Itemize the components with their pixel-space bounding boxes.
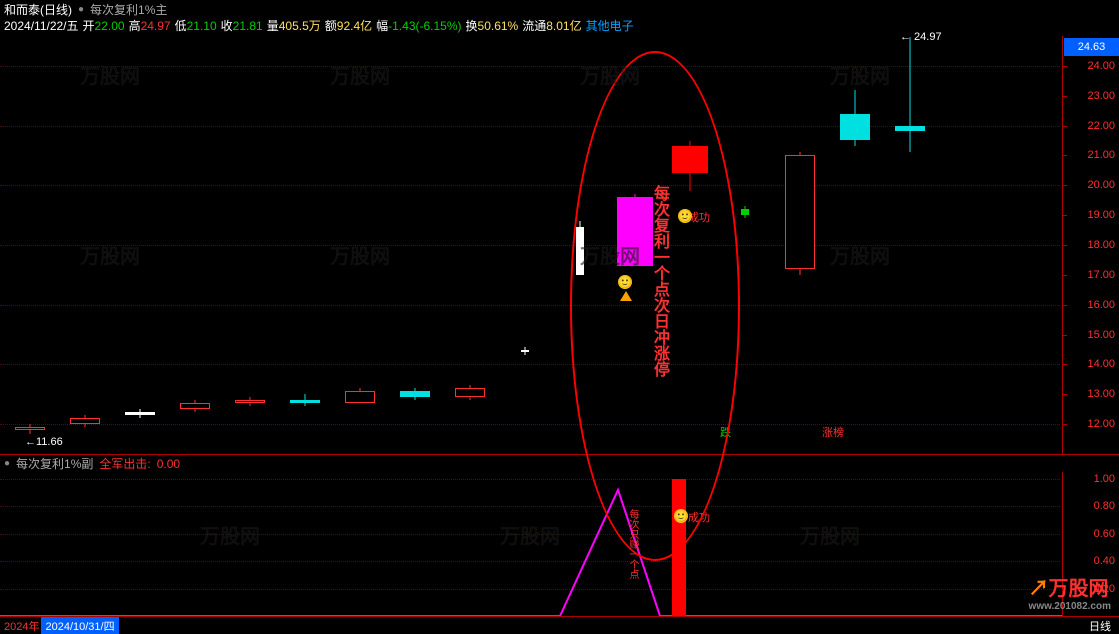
sub-indicator-header: ● 每次复利1%副 全军出击: 0.00 bbox=[0, 454, 1119, 472]
candle[interactable] bbox=[230, 36, 270, 454]
low-label: 低 bbox=[175, 19, 187, 33]
open-value: 22.00 bbox=[95, 19, 125, 33]
dot-icon: ● bbox=[4, 455, 10, 473]
header-row-2: 2024/11/22/五 开22.00 高24.97 低21.10 收21.81… bbox=[4, 18, 1115, 34]
close-label: 收 bbox=[221, 19, 233, 33]
y-tick-label: 18.00 bbox=[1087, 239, 1115, 251]
chart-container: 和而泰(日线) ● 每次复利1%主 2024/11/22/五 开22.00 高2… bbox=[0, 0, 1119, 634]
current-price-badge: 24.63 bbox=[1064, 38, 1119, 56]
sub-y-tick: 0.40 bbox=[1094, 555, 1115, 567]
candle[interactable] bbox=[450, 36, 490, 454]
time-date-badge: 2024/10/31/四 bbox=[41, 617, 118, 634]
candle[interactable] bbox=[395, 36, 435, 454]
logo-text: 万股网 bbox=[1049, 578, 1109, 600]
candle[interactable] bbox=[10, 36, 50, 454]
main-chart[interactable]: ←11.66← 24.97每次复利一个点次日冲涨停成功跌涨榜 bbox=[0, 36, 1062, 454]
sub-line bbox=[0, 472, 1062, 616]
header-date: 2024/11/22/五 bbox=[4, 18, 79, 34]
stock-title: 和而泰(日线) bbox=[4, 2, 72, 18]
float-value: 8.01亿 bbox=[546, 19, 581, 33]
turn-value: 50.61% bbox=[478, 19, 519, 33]
vol-label: 量 bbox=[267, 19, 279, 33]
open-label: 开 bbox=[83, 19, 95, 33]
float-label: 流通 bbox=[522, 19, 546, 33]
high-label: 高 bbox=[129, 19, 141, 33]
y-tick-label: 14.00 bbox=[1087, 358, 1115, 370]
header-row-1: 和而泰(日线) ● 每次复利1%主 bbox=[4, 2, 1115, 18]
time-axis: 2024年 2024/10/31/四 日线 bbox=[0, 616, 1119, 634]
turn-label: 换 bbox=[466, 19, 478, 33]
time-interval: 日线 bbox=[1089, 618, 1111, 634]
high-value: 24.97 bbox=[141, 19, 171, 33]
y-tick-label: 16.00 bbox=[1087, 299, 1115, 311]
candle[interactable] bbox=[780, 36, 820, 454]
sector-link[interactable]: 其他电子 bbox=[586, 18, 634, 34]
sub-indicator-name: 每次复利1%副 bbox=[16, 455, 93, 473]
sub-y-tick: 1.00 bbox=[1094, 473, 1115, 485]
candle[interactable] bbox=[285, 36, 325, 454]
logo-url: www.201082.com bbox=[1029, 601, 1111, 612]
candle[interactable] bbox=[340, 36, 380, 454]
low-price-marker: ←11.66 bbox=[25, 436, 63, 448]
indicator-name: 每次复利1%主 bbox=[90, 2, 167, 18]
sub-chart[interactable]: 成功每次只赚一个点 bbox=[0, 472, 1062, 616]
dot-icon: ● bbox=[78, 2, 84, 18]
y-tick-label: 19.00 bbox=[1087, 209, 1115, 221]
price-axis: 12.00 13.00 14.00 15.00 16.00 17.00 18.00 19.00… bbox=[1062, 36, 1119, 454]
high-price-marker: ← 24.97 bbox=[900, 31, 942, 43]
y-tick-label: 12.00 bbox=[1087, 418, 1115, 430]
highlight-ellipse bbox=[570, 51, 740, 561]
sub-metric-label: 全军出击: bbox=[99, 455, 150, 473]
range-value: -1.43(-6.15%) bbox=[388, 19, 461, 33]
amt-label: 额 bbox=[325, 19, 337, 33]
y-tick-label: 23.00 bbox=[1087, 90, 1115, 102]
candle[interactable] bbox=[175, 36, 215, 454]
chart-label: 涨榜 bbox=[822, 424, 844, 440]
range-label: 幅 bbox=[376, 19, 388, 33]
watermark-logo: ↗万股网 www.201082.com bbox=[1029, 572, 1111, 612]
sub-y-tick: 0.80 bbox=[1094, 500, 1115, 512]
candle[interactable] bbox=[835, 36, 875, 454]
amt-value: 92.4亿 bbox=[337, 19, 372, 33]
candle[interactable] bbox=[65, 36, 105, 454]
time-year: 2024年 bbox=[4, 618, 39, 634]
y-tick-label: 21.00 bbox=[1087, 149, 1115, 161]
y-tick-label: 20.00 bbox=[1087, 179, 1115, 191]
sub-y-tick: 0.60 bbox=[1094, 528, 1115, 540]
candle[interactable] bbox=[890, 36, 930, 454]
candle[interactable] bbox=[120, 36, 160, 454]
y-tick-label: 17.00 bbox=[1087, 269, 1115, 281]
close-value: 21.81 bbox=[233, 19, 263, 33]
chart-header: 和而泰(日线) ● 每次复利1%主 2024/11/22/五 开22.00 高2… bbox=[0, 0, 1119, 36]
y-tick-label: 15.00 bbox=[1087, 329, 1115, 341]
candle[interactable] bbox=[505, 36, 545, 454]
y-tick-label: 24.00 bbox=[1087, 60, 1115, 72]
sub-metric-value: 0.00 bbox=[157, 455, 180, 473]
vol-value: 405.5万 bbox=[279, 19, 321, 33]
y-tick-label: 22.00 bbox=[1087, 120, 1115, 132]
low-value: 21.10 bbox=[187, 19, 217, 33]
y-tick-label: 13.00 bbox=[1087, 388, 1115, 400]
